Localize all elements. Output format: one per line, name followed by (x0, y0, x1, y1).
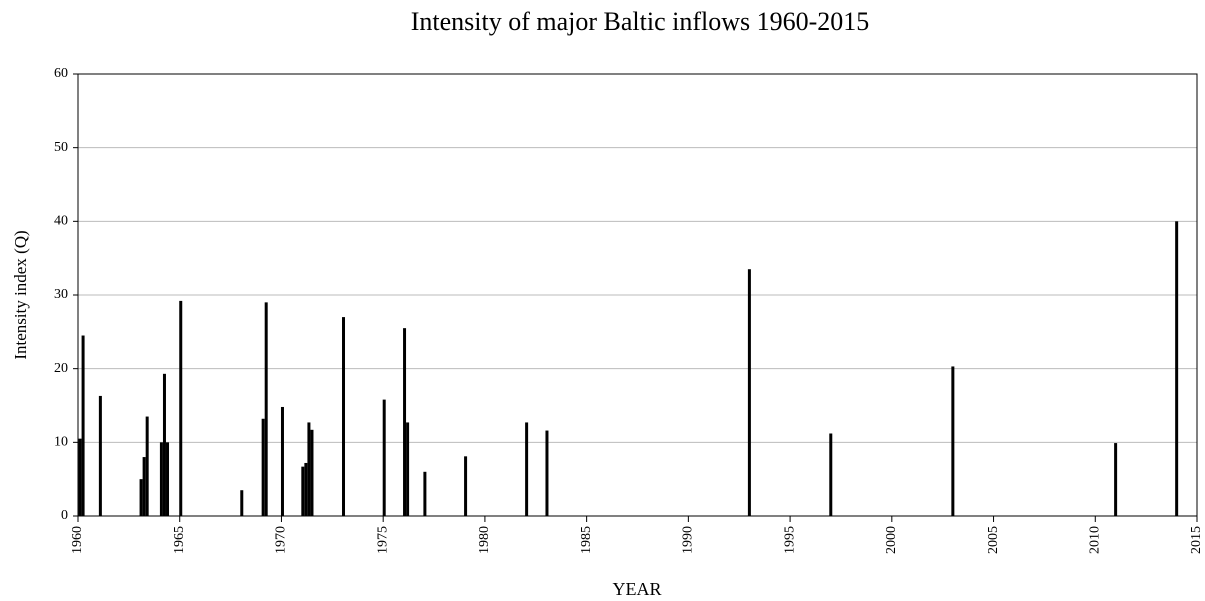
x-tick-label: 1965 (172, 526, 187, 554)
bar (545, 430, 549, 516)
y-tick-label: 10 (54, 435, 68, 450)
y-axis-label: Intensity index (Q) (11, 230, 30, 359)
x-tick-label: 1985 (579, 526, 594, 554)
bar (301, 466, 305, 516)
bar (403, 328, 407, 516)
bar (525, 422, 529, 516)
bar (159, 442, 163, 516)
chart-title: Intensity of major Baltic inflows 1960-2… (411, 7, 870, 36)
bar (307, 422, 311, 516)
bar (1114, 443, 1118, 516)
x-tick-label: 1980 (477, 526, 492, 554)
x-tick-label: 2000 (884, 526, 899, 554)
x-tick-label: 1990 (681, 526, 696, 554)
bar (342, 317, 346, 516)
bar (78, 438, 82, 516)
bar (264, 302, 268, 516)
bar (98, 395, 102, 516)
bar (382, 399, 386, 516)
y-tick-label: 30 (54, 287, 68, 302)
x-tick-label: 1975 (375, 526, 390, 554)
x-tick-label: 1995 (782, 526, 797, 554)
x-tick-label: 2010 (1087, 526, 1102, 554)
bar (81, 335, 85, 516)
bar (139, 479, 143, 516)
bar (179, 300, 183, 516)
bar (166, 442, 170, 516)
plot-frame (77, 73, 1198, 517)
x-tick-label: 1970 (274, 526, 289, 554)
y-tick-label: 60 (54, 66, 68, 81)
bar (142, 457, 146, 516)
bar (747, 269, 751, 516)
x-tick-label: 1960 (70, 526, 85, 554)
x-tick-label: 2005 (986, 526, 1001, 554)
bar (406, 422, 410, 516)
bar (261, 418, 265, 516)
y-tick-label: 40 (54, 214, 68, 229)
bar (145, 416, 149, 516)
bar (310, 429, 314, 516)
bar (951, 366, 955, 516)
bar (280, 406, 284, 516)
bar (304, 462, 308, 516)
bar (162, 373, 166, 516)
bar (423, 471, 427, 516)
bar (240, 490, 244, 516)
y-tick-label: 0 (61, 508, 68, 523)
bar (829, 433, 833, 516)
x-tick-label: 2015 (1189, 526, 1204, 554)
bar (464, 456, 468, 516)
y-tick-label: 20 (54, 361, 68, 376)
x-axis-label: YEAR (613, 579, 662, 599)
bar (1175, 221, 1179, 517)
y-tick-label: 50 (54, 140, 68, 155)
